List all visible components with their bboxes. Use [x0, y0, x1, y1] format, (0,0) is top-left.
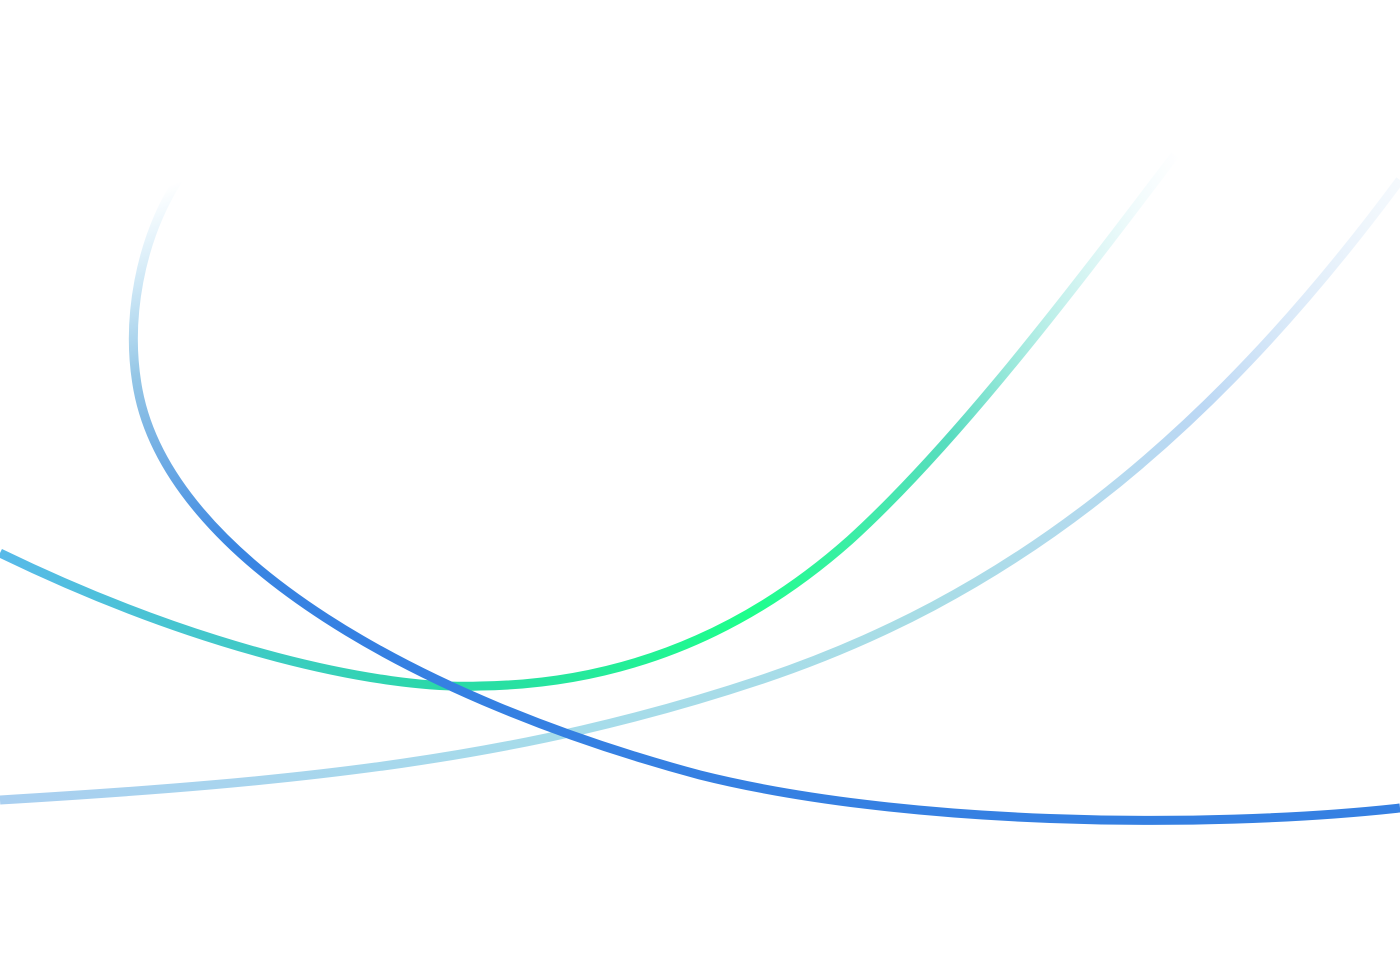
- light-curve: [0, 177, 1400, 805]
- green-curve: [0, 152, 1179, 691]
- blue-curve: [128, 177, 1400, 825]
